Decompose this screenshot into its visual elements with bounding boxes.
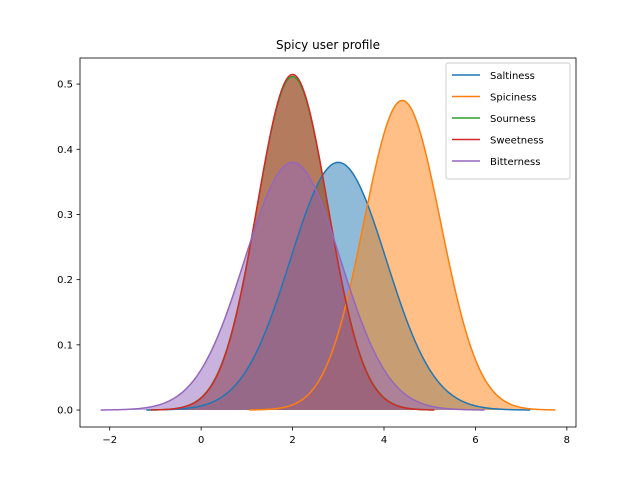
series-line-saltiness — [146, 161, 531, 411]
legend-label-saltiness: Saltiness — [490, 71, 535, 82]
y-tick-label: 0.1 — [57, 340, 73, 351]
series-lines — [100, 73, 556, 411]
legend: Saltiness Spiciness Sourness Sweetness Bitte… — [445, 62, 571, 180]
x-tick-label: 4 — [381, 435, 387, 446]
y-tick-label: 0.3 — [57, 210, 73, 221]
series-line-sweetness — [150, 73, 435, 411]
legend-label-bitterness: Bitterness — [490, 157, 540, 168]
area-fill-bitterness — [100, 162, 485, 411]
area-fill-spiciness — [249, 100, 556, 411]
y-tick-label: 0.4 — [57, 145, 73, 156]
y-tick-label: 0.2 — [57, 275, 73, 286]
x-tick-label: 6 — [472, 435, 478, 446]
legend-box — [445, 62, 571, 180]
x-tick-label: 8 — [564, 435, 570, 446]
series-line-bitterness — [100, 161, 485, 411]
x-tick-label: 2 — [289, 435, 295, 446]
legend-label-spiciness: Spiciness — [490, 93, 537, 104]
x-tick-label: 0 — [198, 435, 204, 446]
plot-frame — [79, 57, 577, 428]
x-tick-label: −2 — [102, 435, 117, 446]
y-axis: 0.0 0.1 0.2 0.3 0.4 0.5 — [57, 80, 80, 417]
chart-title: Spicy user profile — [276, 38, 380, 52]
y-tick-label: 0.5 — [57, 80, 73, 91]
y-tick-label: 0.0 — [57, 406, 73, 417]
series-line-spiciness — [249, 99, 556, 411]
legend-label-sweetness: Sweetness — [490, 136, 544, 147]
legend-label-sourness: Sourness — [490, 114, 536, 125]
x-axis: −2 0 2 4 6 8 — [102, 427, 570, 446]
area-fills — [100, 74, 556, 411]
axes-frame — [79, 57, 577, 428]
